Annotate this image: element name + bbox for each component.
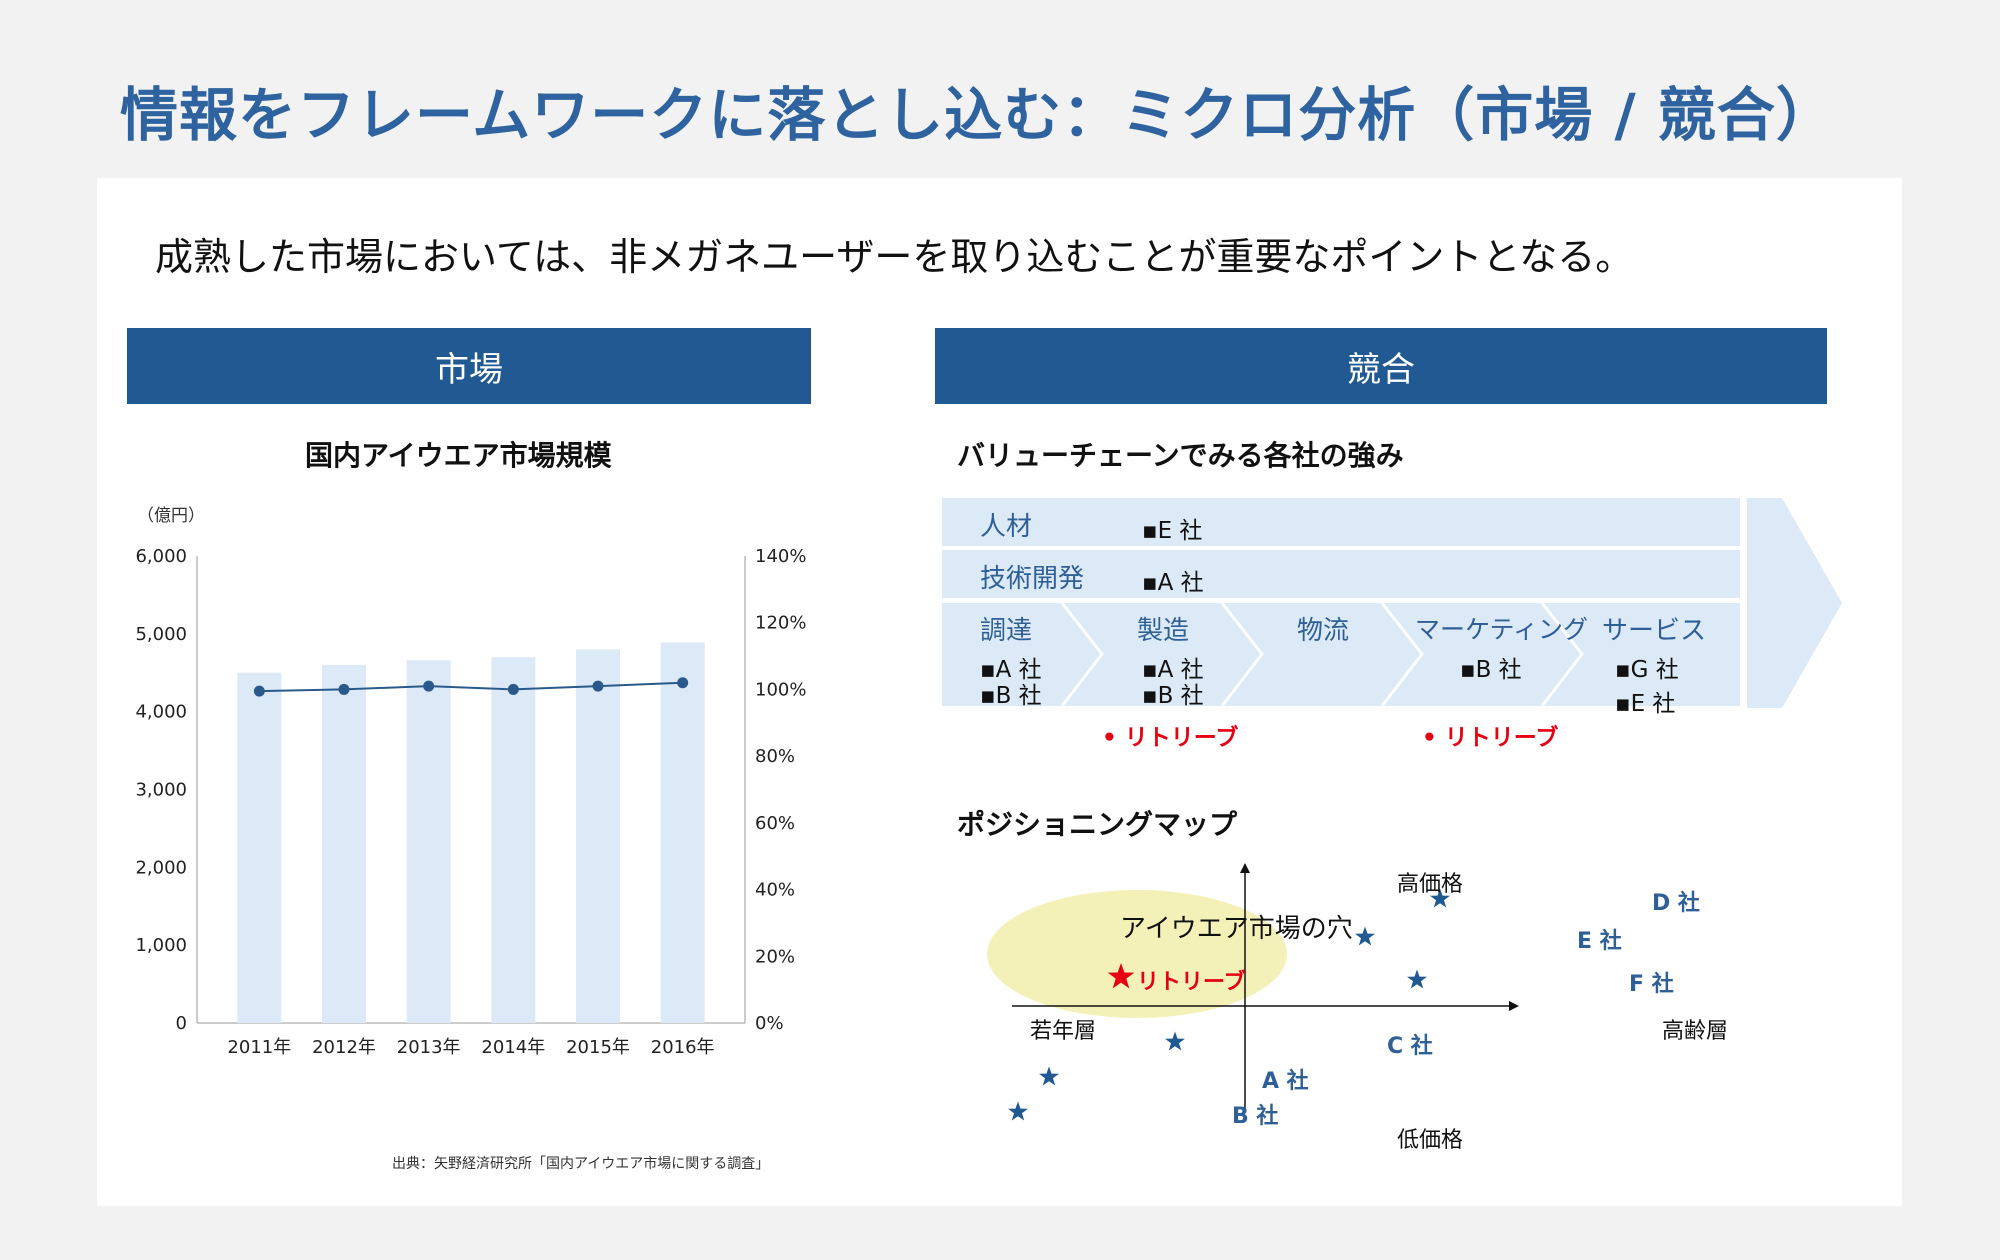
pm-company-a: A 社 — [1262, 1069, 1309, 1094]
y-tick-label-right: 60% — [755, 813, 795, 834]
vc-company: ▪B 社 — [1460, 657, 1522, 683]
vc-company: ▪B 社 — [980, 683, 1042, 709]
x-tick-label: 2013年 — [397, 1037, 461, 1058]
y-tick-label-left: 3,000 — [135, 780, 187, 801]
market-gap-ellipse — [987, 890, 1287, 1018]
vc-company: ▪B 社 — [1142, 683, 1204, 709]
bar — [491, 657, 536, 1023]
x-tick-label: 2012年 — [312, 1037, 376, 1058]
positioning-map — [987, 863, 1519, 1121]
bar — [576, 649, 620, 1023]
y-tick-label-left: 6,000 — [135, 546, 187, 567]
vc-support-row-hr — [942, 498, 1740, 546]
competition-band: 競合 — [935, 328, 1827, 404]
pm-company-d: D 社 — [1652, 891, 1700, 916]
vc-support-label-hr: 人材 — [980, 512, 1033, 542]
market-chart: （億円） 0 1,000 2,000 3,000 4,000 5,000 6,000 0% 20%… — [135, 506, 806, 1058]
line-series-yoy — [259, 681, 683, 693]
line-point — [423, 680, 435, 692]
pm-axis-left: 若年層 — [1030, 1019, 1097, 1044]
x-tick-label: 2014年 — [481, 1037, 545, 1058]
vc-segment-procurement — [942, 603, 1102, 706]
y-tick-label-left: 5,000 — [135, 624, 187, 645]
chart-source: 出典：矢野経済研究所「国内アイウエア市場に関する調査」 — [392, 1156, 770, 1172]
pm-axis-bottom: 低価格 — [1397, 1128, 1464, 1153]
market-band: 市場 — [127, 328, 811, 404]
pm-company-e: E 社 — [1577, 929, 1622, 954]
y-tick-label-left: 2,000 — [135, 857, 187, 878]
content-panel: 成熟した市場においては、非メガネユーザーを取り込むことが重要なポイントとなる。 … — [97, 178, 1902, 1206]
line-point — [338, 683, 350, 695]
vc-segment-service — [1542, 603, 1740, 706]
vc-support-company-tech: ▪A 社 — [1142, 570, 1204, 596]
vc-support-row-tech — [942, 550, 1740, 598]
star-icon — [1165, 1031, 1185, 1051]
y-tick-label-left: 1,000 — [135, 935, 187, 956]
vc-segment-logistics — [1222, 603, 1422, 706]
y-tick-label-right: 40% — [755, 880, 795, 901]
lead-text: 成熟した市場においては、非メガネユーザーを取り込むことが重要なポイントとなる。 — [155, 235, 1634, 279]
value-chain-title: バリューチェーンでみる各社の強み — [957, 439, 1404, 472]
y-tick-label-right: 20% — [755, 946, 795, 967]
bar — [322, 664, 366, 1023]
line-point — [253, 685, 265, 697]
line-point — [677, 677, 689, 689]
positioning-map-title: ポジショニングマップ — [957, 808, 1238, 841]
y-tick-label-right: 0% — [755, 1013, 784, 1034]
vc-segment-marketing — [1382, 603, 1582, 706]
x-tick-label: 2011年 — [227, 1037, 291, 1058]
y-tick-label-left: 4,000 — [135, 702, 187, 723]
vc-support-company-hr: ▪E 社 — [1142, 518, 1203, 544]
bar — [237, 672, 282, 1023]
y-tick-label-right: 100% — [755, 679, 806, 700]
y-tick-label-right: 140% — [755, 546, 806, 567]
vc-label-manufacturing: 製造 — [1137, 616, 1190, 646]
star-icon — [1008, 1101, 1028, 1121]
pm-company-f: F 社 — [1629, 972, 1674, 997]
pm-gap-label: アイウエア市場の穴 — [1120, 914, 1353, 944]
bar — [406, 660, 451, 1023]
page-title: 情報をフレームワークに落とし込む：ミクロ分析（市場 / 競合） — [120, 81, 1835, 149]
market-chart-title: 国内アイウエア市場規模 — [305, 439, 612, 472]
vc-highlight-retrieve: • リトリーブ — [1422, 725, 1559, 751]
pm-company-b: B 社 — [1232, 1104, 1279, 1129]
line-point — [507, 683, 519, 695]
star-icon — [1407, 969, 1427, 989]
pm-company-c: C 社 — [1387, 1034, 1433, 1059]
vc-highlight-retrieve: • リトリーブ — [1102, 725, 1239, 751]
x-tick-label: 2016年 — [651, 1037, 715, 1058]
vc-label-marketing: マーケティング — [1415, 615, 1589, 644]
vc-label-logistics: 物流 — [1297, 616, 1350, 646]
pm-self-label: リトリーブ — [1137, 970, 1246, 995]
pm-axis-top: 高価格 — [1397, 872, 1464, 897]
x-tick-label: 2015年 — [566, 1037, 630, 1058]
y-tick-label-left: 0 — [176, 1013, 187, 1034]
pm-axis-right: 高齢層 — [1662, 1019, 1729, 1044]
vc-company: ▪G 社 — [1615, 657, 1679, 683]
line-point — [592, 680, 604, 692]
vc-segment-manufacturing — [1062, 603, 1262, 706]
vc-label-service: サービス — [1602, 616, 1707, 646]
vc-company: ▪A 社 — [980, 657, 1042, 683]
vc-support-label-tech: 技術開発 — [980, 564, 1085, 594]
vc-company: ▪E 社 — [1615, 691, 1676, 717]
vc-label-procurement: 調達 — [980, 616, 1033, 646]
star-icon — [1039, 1066, 1059, 1086]
vc-arrow-head — [1747, 498, 1842, 708]
y-tick-label-right: 120% — [755, 613, 806, 634]
star-icon — [1355, 926, 1375, 946]
y-tick-label-right: 80% — [755, 746, 795, 767]
vc-company: ▪A 社 — [1142, 657, 1204, 683]
bar — [660, 642, 705, 1023]
vc-arrow-shapes — [942, 498, 1842, 708]
y-axis-unit: （億円） — [137, 506, 205, 526]
